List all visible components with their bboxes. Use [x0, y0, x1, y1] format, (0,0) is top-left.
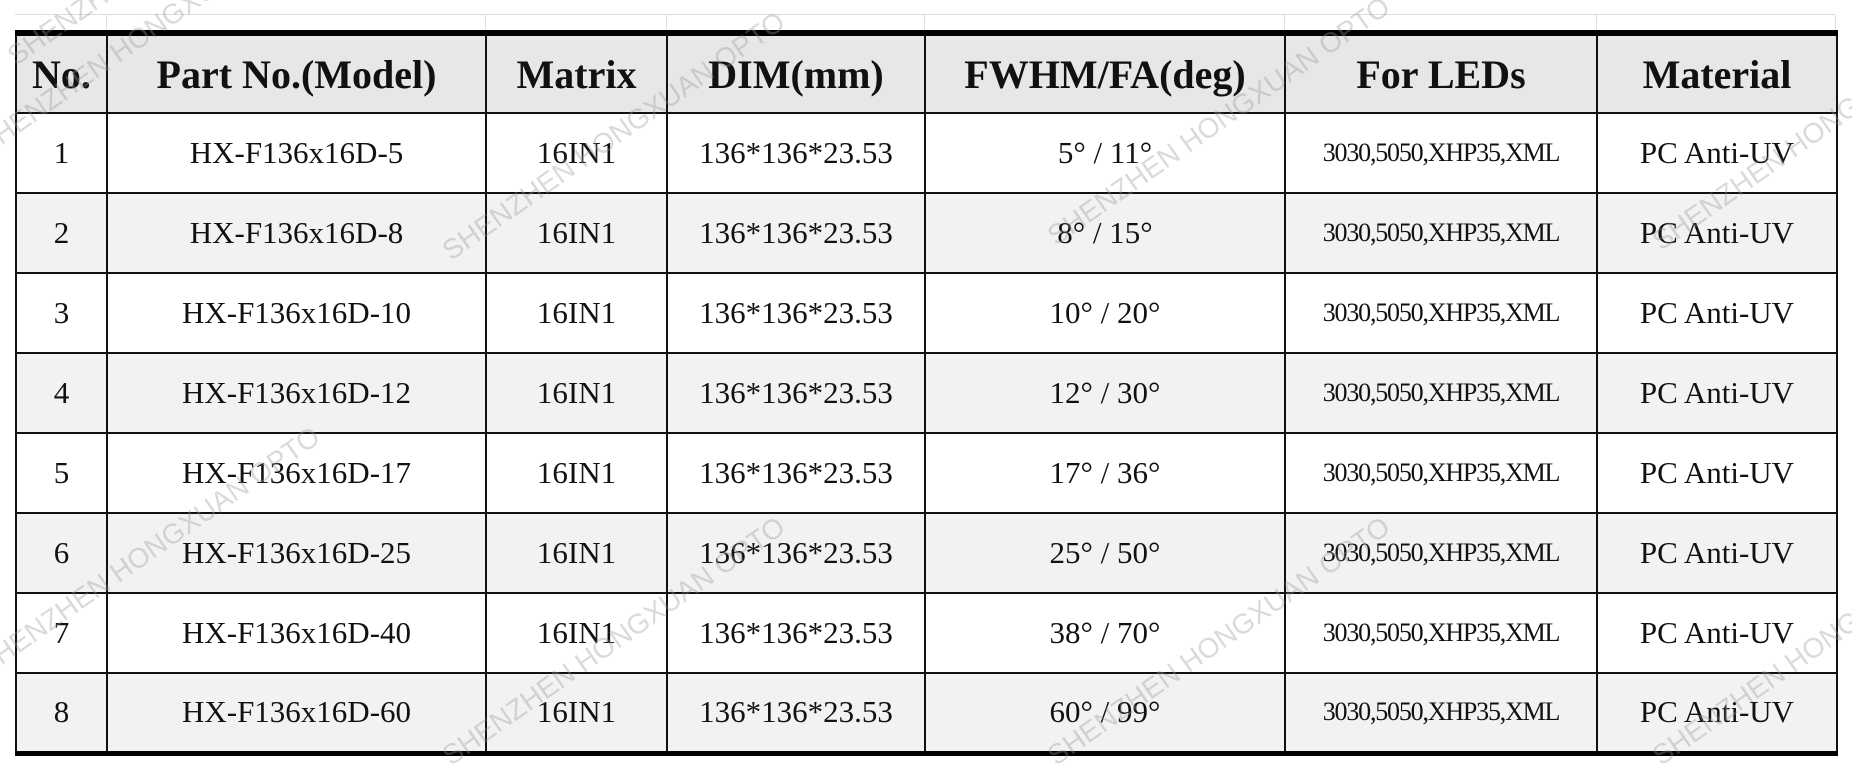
cell-no: 6	[15, 512, 108, 594]
cell-part-no: HX-F136x16D-60	[106, 672, 487, 756]
header-fwhm-fa: FWHM/FA(deg)	[924, 30, 1286, 114]
cell-fwhm-fa: 10° / 20°	[924, 272, 1286, 354]
cell-no: 4	[15, 352, 108, 434]
cell-fwhm-fa: 25° / 50°	[924, 512, 1286, 594]
cell-matrix: 16IN1	[485, 192, 668, 274]
cell-material: PC Anti-UV	[1596, 112, 1838, 194]
cell-no: 5	[15, 432, 108, 514]
cell-for-leds: 3030,5050,XHP35,XML	[1284, 512, 1598, 594]
header-material: Material	[1596, 30, 1838, 114]
cell-no: 3	[15, 272, 108, 354]
cell-no: 8	[15, 672, 108, 756]
cell-material: PC Anti-UV	[1596, 352, 1838, 434]
cell-dim: 136*136*23.53	[666, 512, 926, 594]
table-row: 5 HX-F136x16D-17 16IN1 136*136*23.53 17° / 3…	[15, 432, 1838, 514]
led-lens-spec-table: No. Part No.(Model) Matrix DIM(mm) FWHM/…	[15, 30, 1838, 756]
background-gridlines	[15, 14, 1836, 35]
table-row: 7 HX-F136x16D-40 16IN1 136*136*23.53 38° / 7…	[15, 592, 1838, 674]
table-row: 2 HX-F136x16D-8 16IN1 136*136*23.53 8° / 15°…	[15, 192, 1838, 274]
table-row: 4 HX-F136x16D-12 16IN1 136*136*23.53 12° / 3…	[15, 352, 1838, 434]
cell-matrix: 16IN1	[485, 672, 668, 756]
cell-fwhm-fa: 5° / 11°	[924, 112, 1286, 194]
cell-matrix: 16IN1	[485, 352, 668, 434]
cell-for-leds: 3030,5050,XHP35,XML	[1284, 352, 1598, 434]
cell-for-leds: 3030,5050,XHP35,XML	[1284, 112, 1598, 194]
cell-part-no: HX-F136x16D-5	[106, 112, 487, 194]
table-row: 8 HX-F136x16D-60 16IN1 136*136*23.53 60° / 9…	[15, 672, 1838, 756]
header-part-no: Part No.(Model)	[106, 30, 487, 114]
cell-part-no: HX-F136x16D-10	[106, 272, 487, 354]
cell-part-no: HX-F136x16D-8	[106, 192, 487, 274]
cell-matrix: 16IN1	[485, 272, 668, 354]
cell-fwhm-fa: 17° / 36°	[924, 432, 1286, 514]
cell-material: PC Anti-UV	[1596, 592, 1838, 674]
table-row: 3 HX-F136x16D-10 16IN1 136*136*23.53 10° / 2…	[15, 272, 1838, 354]
cell-fwhm-fa: 8° / 15°	[924, 192, 1286, 274]
cell-matrix: 16IN1	[485, 432, 668, 514]
header-row: No. Part No.(Model) Matrix DIM(mm) FWHM/…	[15, 30, 1838, 114]
cell-part-no: HX-F136x16D-17	[106, 432, 487, 514]
header-matrix: Matrix	[485, 30, 668, 114]
table-row: 1 HX-F136x16D-5 16IN1 136*136*23.53 5° / 11°…	[15, 112, 1838, 194]
cell-for-leds: 3030,5050,XHP35,XML	[1284, 592, 1598, 674]
cell-part-no: HX-F136x16D-40	[106, 592, 487, 674]
cell-material: PC Anti-UV	[1596, 192, 1838, 274]
cell-fwhm-fa: 38° / 70°	[924, 592, 1286, 674]
header-dim: DIM(mm)	[666, 30, 926, 114]
cell-dim: 136*136*23.53	[666, 272, 926, 354]
cell-part-no: HX-F136x16D-12	[106, 352, 487, 434]
cell-no: 7	[15, 592, 108, 674]
cell-for-leds: 3030,5050,XHP35,XML	[1284, 672, 1598, 756]
cell-no: 1	[15, 112, 108, 194]
cell-dim: 136*136*23.53	[666, 112, 926, 194]
cell-dim: 136*136*23.53	[666, 672, 926, 756]
cell-for-leds: 3030,5050,XHP35,XML	[1284, 432, 1598, 514]
header-no: No.	[15, 30, 108, 114]
cell-for-leds: 3030,5050,XHP35,XML	[1284, 272, 1598, 354]
header-for-leds: For LEDs	[1284, 30, 1598, 114]
cell-material: PC Anti-UV	[1596, 272, 1838, 354]
cell-fwhm-fa: 60° / 99°	[924, 672, 1286, 756]
cell-material: PC Anti-UV	[1596, 672, 1838, 756]
table-row: 6 HX-F136x16D-25 16IN1 136*136*23.53 25° / 5…	[15, 512, 1838, 594]
cell-matrix: 16IN1	[485, 592, 668, 674]
cell-fwhm-fa: 12° / 30°	[924, 352, 1286, 434]
cell-part-no: HX-F136x16D-25	[106, 512, 487, 594]
cell-matrix: 16IN1	[485, 112, 668, 194]
cell-material: PC Anti-UV	[1596, 432, 1838, 514]
cell-matrix: 16IN1	[485, 512, 668, 594]
cell-dim: 136*136*23.53	[666, 592, 926, 674]
cell-material: PC Anti-UV	[1596, 512, 1838, 594]
cell-for-leds: 3030,5050,XHP35,XML	[1284, 192, 1598, 274]
cell-dim: 136*136*23.53	[666, 352, 926, 434]
cell-dim: 136*136*23.53	[666, 192, 926, 274]
cell-no: 2	[15, 192, 108, 274]
cell-dim: 136*136*23.53	[666, 432, 926, 514]
